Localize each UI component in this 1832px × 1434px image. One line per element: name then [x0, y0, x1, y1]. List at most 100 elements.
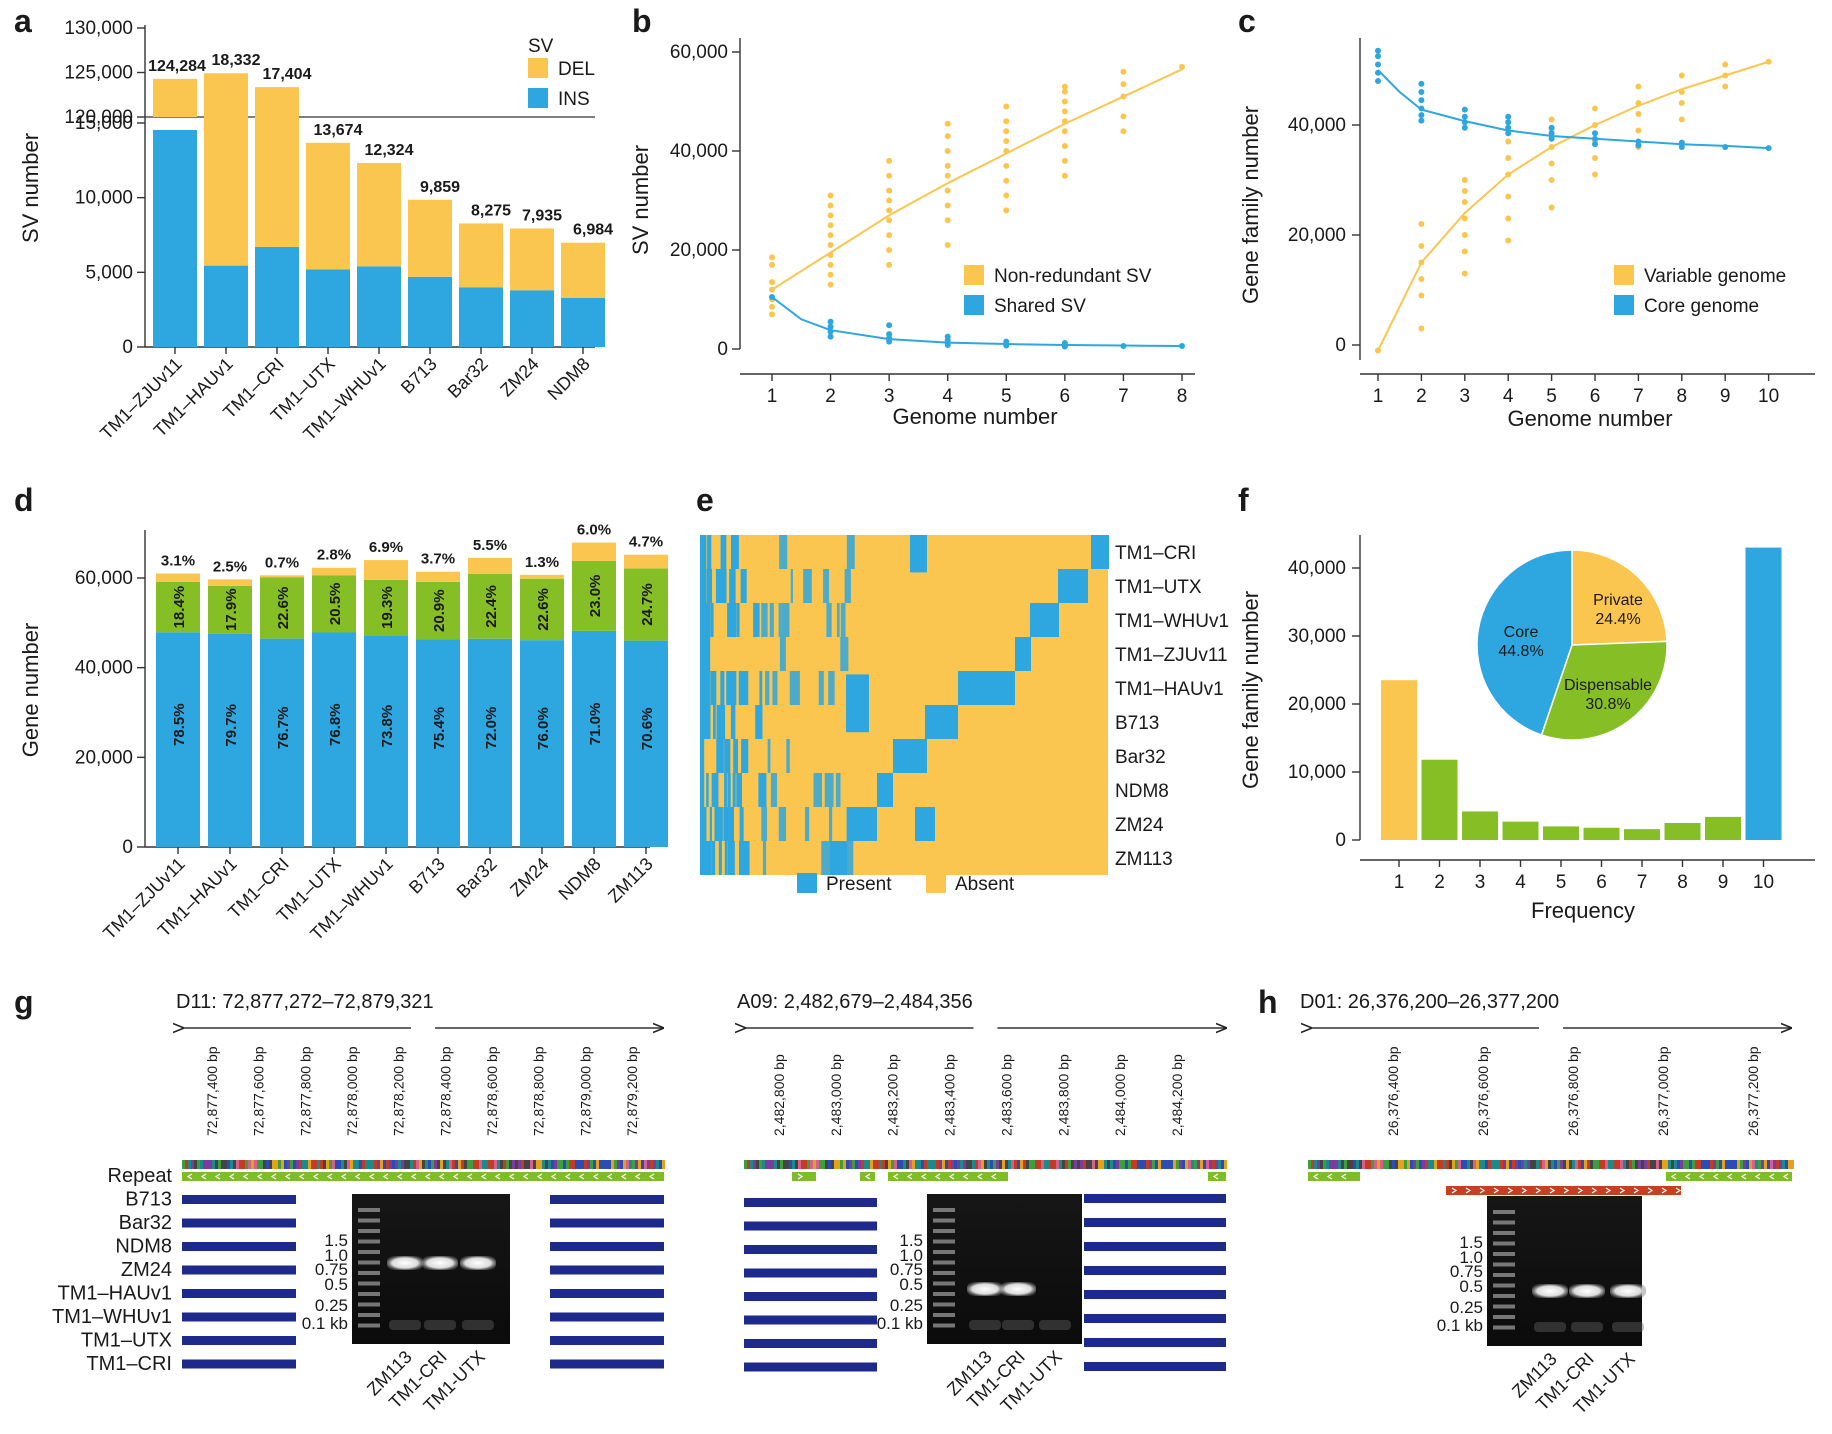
b-fit-curve-nonredundant [771, 68, 1183, 291]
g-right-gel-ladder-band [933, 1323, 955, 1328]
h-gel-ladder-label: 0.5 [1459, 1277, 1483, 1296]
d-private-pct-label: 2.5% [213, 558, 247, 575]
g-right-flank-bar-b [1084, 1362, 1226, 1371]
h-repeat-sequence-stripe [1356, 1160, 1359, 1169]
g-left-repeat-sequence-stripe [632, 1160, 635, 1169]
e-present-cell [826, 603, 832, 637]
h-repeat-sequence-stripe [1638, 1160, 1641, 1169]
c-point-core [1418, 80, 1425, 87]
h-repeat-sequence-stripe [1620, 1160, 1623, 1169]
g-right-repeat-sequence-stripe [1179, 1160, 1182, 1169]
g-left-repeat-sequence-stripe [338, 1160, 341, 1169]
g-right-flank-bar-a [744, 1268, 877, 1278]
c-x-tick-label: 2 [1416, 386, 1427, 407]
g-row-label: B713 [125, 1189, 172, 1211]
h-repeat-sequence-stripe [1428, 1160, 1431, 1169]
g-left-repeat-sequence-stripe [356, 1160, 359, 1169]
g-left-repeat-sequence-stripe [446, 1160, 449, 1169]
e-present-cell [772, 671, 778, 705]
d-private-pct-label: 3.7% [421, 551, 455, 568]
g-right-repeat-sequence-stripe [1068, 1160, 1071, 1169]
b-point-nonredundant [1061, 118, 1068, 125]
e-present-cell [712, 705, 716, 739]
d-x-tick-label: B713 [405, 854, 449, 898]
e-legend-label-absent: Absent [955, 874, 1015, 895]
g-left-gel-ladder-band [358, 1302, 380, 1307]
g-left-repeat-sequence-stripe [326, 1160, 329, 1169]
g-right-repeat-sequence-stripe [879, 1160, 882, 1169]
f-pie-label-dispensable: Dispensable [1564, 677, 1652, 694]
g-right-repeat-feature-strand-arrow [920, 1173, 927, 1180]
b-point-nonredundant [944, 148, 951, 154]
e-present-cell [707, 535, 712, 569]
g-left-repeat-sequence-stripe [599, 1160, 602, 1169]
g-right-repeat-sequence-stripe [1005, 1160, 1008, 1169]
b-point-nonredundant [1061, 172, 1068, 179]
g-right-flank-bar-b [1084, 1218, 1226, 1227]
g-right-repeat-sequence-stripe [891, 1160, 894, 1169]
g-left-repeat-sequence-stripe [626, 1160, 629, 1169]
g-right-repeat-sequence-stripe [771, 1160, 774, 1169]
g-left-gel-ladder-label: 1.0 [324, 1246, 348, 1265]
d-bar-private [208, 579, 252, 586]
b-legend-swatch-shared [964, 295, 984, 315]
g-right-repeat-sequence-stripe [813, 1160, 816, 1169]
c-point-variable [1461, 232, 1468, 238]
g-right-repeat-sequence-stripe [774, 1160, 777, 1169]
h-repeat-sequence-stripe [1626, 1160, 1629, 1169]
g-left-repeat-sequence-stripe [350, 1160, 353, 1169]
b-point-nonredundant [1178, 63, 1185, 70]
d-dispensable-pct-label: 22.6% [275, 587, 292, 630]
g-right-repeat-feature-strand-arrow [864, 1173, 871, 1180]
h-repeat-sequence-stripe [1602, 1160, 1605, 1169]
g-left-repeat-sequence-stripe [218, 1160, 221, 1169]
e-present-cell [778, 807, 787, 841]
a-y-tick-label: 15,000 [75, 113, 133, 134]
c-point-variable [1505, 215, 1512, 222]
g-left-repeat-sequence-stripe [215, 1160, 218, 1169]
h-repeat-sequence-stripe [1335, 1160, 1338, 1169]
h-repeat-sequence-stripe [1617, 1160, 1620, 1169]
h-repeat-sequence-stripe [1338, 1160, 1341, 1169]
c-point-core [1592, 141, 1598, 148]
c-point-variable [1635, 100, 1642, 106]
e-present-cell [761, 807, 768, 841]
g-left-flank-bar-b [550, 1336, 664, 1345]
c-point-variable [1375, 347, 1381, 354]
g-left-repeat-sequence-stripe [602, 1160, 605, 1169]
g-left-repeat-feature-strand-arrow [550, 1173, 557, 1180]
g-left-repeat-sequence-stripe [509, 1160, 512, 1169]
a-y-tick-label: 130,000 [64, 18, 133, 39]
g-right-repeat-sequence-stripe [1086, 1160, 1089, 1169]
h-repeat-sequence-stripe [1359, 1160, 1362, 1169]
g-left-repeat-sequence-stripe [611, 1160, 614, 1169]
h-repeat-sequence-stripe [1374, 1160, 1377, 1169]
d-bar-core [624, 640, 668, 847]
g-right-repeat-sequence-stripe [1059, 1160, 1062, 1169]
h-te-insertion-strand-arrow [1563, 1187, 1570, 1194]
b-x-tick-label: 6 [1060, 386, 1071, 407]
g-left-repeat-feature-strand-arrow [256, 1173, 263, 1180]
f-x-tick-label: 1 [1394, 872, 1405, 893]
h-repeat-sequence-stripe [1659, 1160, 1662, 1169]
f-bar [1502, 821, 1539, 840]
g-right-repeat-sequence-stripe [870, 1160, 873, 1169]
h-te-insertion-strand-arrow [1451, 1187, 1458, 1194]
b-point-nonredundant [827, 281, 834, 288]
g-left-repeat-sequence-stripe [296, 1160, 299, 1169]
h-repeat-sequence-stripe [1614, 1160, 1617, 1169]
g-right-repeat-sequence-stripe [1191, 1160, 1194, 1169]
g-left-repeat-sequence-stripe [476, 1160, 479, 1169]
b-x-tick-label: 2 [825, 386, 836, 407]
h-repeat-sequence-stripe [1596, 1160, 1599, 1169]
d-dispensable-pct-label: 17.9% [223, 588, 240, 631]
g-right-coordinate-label: 2,483,800 bp [1055, 1054, 1071, 1136]
c-point-variable [1765, 58, 1772, 65]
g-left-repeat-sequence-stripe [443, 1160, 446, 1169]
b-point-nonredundant [769, 311, 775, 318]
h-repeat-sequence-stripe [1350, 1160, 1353, 1169]
panel-label-a: a [14, 3, 32, 39]
a-bar-del [357, 162, 401, 267]
f-pie-slice-private [1571, 549, 1668, 646]
h-repeat-sequence-stripe [1407, 1160, 1410, 1169]
